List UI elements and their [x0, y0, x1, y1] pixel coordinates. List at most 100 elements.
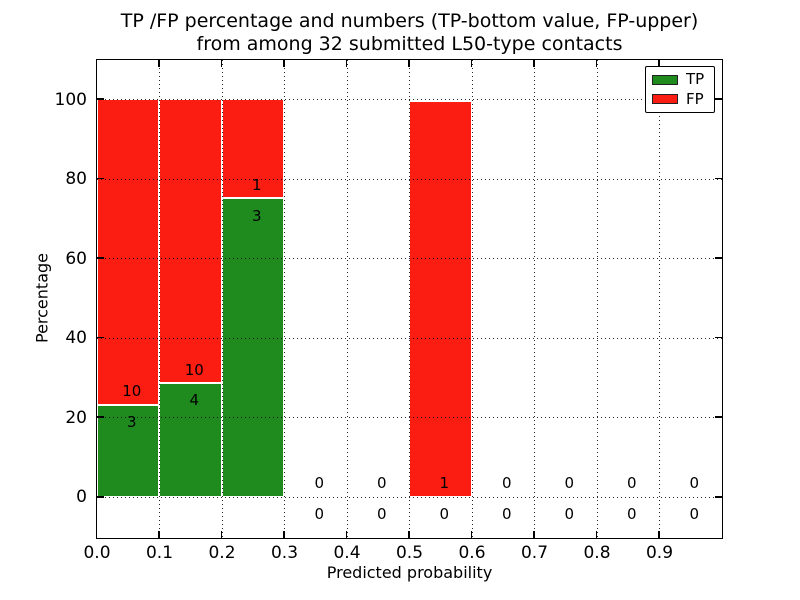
x-tick-top: [658, 59, 660, 67]
x-tick-label: 0.2: [208, 543, 236, 563]
grid-line-horizontal: [96, 417, 722, 419]
y-tick-label: 100: [54, 89, 87, 110]
tp-count-label: 3: [251, 206, 262, 225]
x-tick-label: 0.7: [520, 543, 549, 563]
fp-count-label: 0: [376, 474, 387, 493]
x-tick-bottom: [658, 530, 660, 538]
x-tick-label: 0.1: [145, 543, 174, 563]
y-tick-right: [714, 98, 722, 100]
tp-count-label: 4: [189, 391, 200, 410]
x-tick-bottom: [220, 530, 223, 538]
grid-line-vertical: [471, 59, 473, 538]
tp-count-label: 0: [501, 504, 512, 523]
x-tick-bottom: [470, 530, 473, 538]
bar-segment-tp: [221, 198, 284, 497]
bar-segment-fp: [409, 100, 472, 497]
grid-line-vertical: [221, 59, 223, 538]
y-tick-right: [714, 336, 722, 339]
y-tick-label: 40: [65, 328, 87, 349]
grid-line-vertical: [596, 59, 598, 538]
fp-count-label: 0: [314, 474, 325, 493]
x-tick-bottom: [95, 530, 98, 538]
tp-swatch-icon: [652, 74, 678, 85]
x-tick-bottom: [158, 530, 160, 538]
x-tick-bottom: [408, 530, 410, 538]
y-tick-right: [714, 257, 722, 259]
y-tick-left: [96, 98, 104, 100]
y-tick-label: 20: [65, 407, 87, 428]
grid-line-horizontal: [96, 496, 722, 498]
grid-line-vertical: [534, 59, 535, 538]
grid-line-vertical: [346, 59, 348, 538]
y-tick-left: [96, 496, 104, 498]
x-tick-label: 0.3: [270, 543, 299, 563]
x-tick-top: [95, 59, 98, 67]
grid-line-vertical: [159, 59, 160, 538]
x-tick-bottom: [533, 530, 535, 538]
fp-count-label: 10: [122, 382, 142, 401]
x-tick-bottom: [345, 530, 348, 538]
tp-count-label: 0: [314, 504, 325, 523]
tp-count-label: 0: [626, 504, 637, 523]
legend: TP FP: [645, 66, 715, 113]
y-tick-left: [96, 416, 104, 418]
x-tick-top: [533, 59, 535, 67]
grid-line-vertical: [284, 59, 285, 538]
y-tick-right: [714, 496, 722, 498]
fp-count-label: 0: [689, 474, 700, 493]
grid-line-horizontal: [96, 99, 722, 100]
bar-segment-fp: [96, 99, 159, 405]
fp-count-label: 0: [501, 474, 512, 493]
fp-count-label: 1: [439, 474, 450, 493]
grid-line-horizontal: [96, 337, 722, 339]
y-tick-label: 0: [76, 487, 87, 508]
x-tick-label: 0.6: [458, 543, 486, 563]
grid-line-horizontal: [96, 258, 722, 260]
x-tick-top: [470, 59, 473, 67]
x-tick-label: 0.9: [645, 543, 674, 563]
x-tick-top: [220, 59, 223, 67]
grid-line-vertical: [409, 59, 410, 538]
y-tick-left: [96, 257, 104, 259]
tp-count-label: 3: [126, 413, 137, 432]
tp-legend-label: TP: [686, 70, 705, 89]
x-tick-label: 0.0: [83, 543, 111, 563]
y-tick-label: 60: [65, 248, 87, 269]
fp-count-label: 1: [251, 175, 262, 194]
x-tick-top: [408, 59, 410, 67]
fp-count-label: 10: [184, 360, 204, 379]
x-tick-bottom: [283, 530, 285, 538]
tp-count-label: 0: [376, 504, 387, 523]
x-tick-top: [345, 59, 348, 67]
y-tick-right: [714, 177, 722, 180]
chart-title-line1: TP /FP percentage and numbers (TP-bottom…: [120, 10, 699, 32]
x-axis-label: Predicted probability: [326, 563, 493, 582]
legend-item-fp: FP: [652, 89, 708, 108]
bar-segment-tp: [96, 404, 159, 497]
y-tick-label: 80: [65, 169, 87, 190]
x-tick-top: [595, 59, 598, 67]
x-tick-top: [158, 59, 160, 67]
y-tick-left: [96, 177, 104, 180]
fp-count-label: 0: [564, 474, 575, 493]
x-tick-label: 0.8: [583, 543, 611, 563]
x-tick-label: 0.5: [395, 543, 424, 563]
bar-segment-fp: [159, 99, 222, 384]
x-tick-label: 0.4: [333, 543, 361, 563]
tp-count-label: 0: [689, 504, 700, 523]
chart-title: TP /FP percentage and numbers (TP-bottom…: [97, 10, 722, 56]
plot-area: 10 3 10 4 1 3 0 0 0 0 1 0 0 0 0 0 0 0 0 0: [95, 58, 723, 539]
bar-segment-tp: [159, 383, 222, 497]
grid-line-vertical: [659, 59, 660, 538]
grid-line-horizontal: [96, 178, 722, 180]
tp-count-label: 0: [439, 504, 450, 523]
tp-count-label: 0: [564, 504, 575, 523]
fp-swatch-icon: [652, 94, 678, 105]
fp-legend-label: FP: [686, 89, 704, 108]
legend-item-tp: TP: [652, 72, 708, 87]
chart-title-line2: from among 32 submitted L50-type contact…: [196, 33, 623, 55]
x-tick-bottom: [595, 530, 598, 538]
x-tick-top: [283, 59, 285, 67]
y-tick-left: [96, 336, 104, 339]
